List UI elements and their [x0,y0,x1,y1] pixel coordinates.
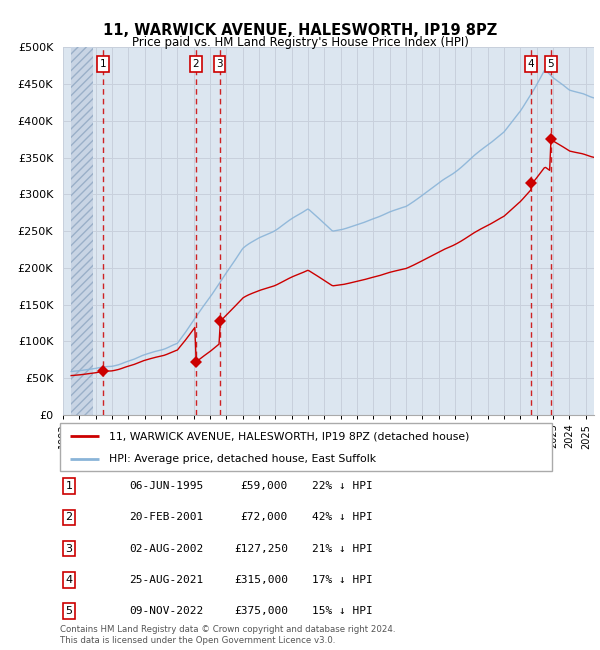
Text: Contains HM Land Registry data © Crown copyright and database right 2024.
This d: Contains HM Land Registry data © Crown c… [60,625,395,645]
Text: 5: 5 [547,59,554,69]
Text: 06-JUN-1995: 06-JUN-1995 [129,481,203,491]
Text: 1: 1 [100,59,106,69]
Text: 3: 3 [216,59,223,69]
Text: 17% ↓ HPI: 17% ↓ HPI [312,575,373,585]
Text: 25-AUG-2021: 25-AUG-2021 [129,575,203,585]
Text: 11, WARWICK AVENUE, HALESWORTH, IP19 8PZ (detached house): 11, WARWICK AVENUE, HALESWORTH, IP19 8PZ… [109,431,470,441]
Text: £375,000: £375,000 [234,606,288,616]
Text: 5: 5 [65,606,73,616]
Text: £315,000: £315,000 [234,575,288,585]
Text: 4: 4 [528,59,535,69]
Text: 20-FEB-2001: 20-FEB-2001 [129,512,203,523]
Text: 2: 2 [65,512,73,523]
Text: Price paid vs. HM Land Registry's House Price Index (HPI): Price paid vs. HM Land Registry's House … [131,36,469,49]
Text: 02-AUG-2002: 02-AUG-2002 [129,543,203,554]
FancyBboxPatch shape [60,422,552,471]
Text: 3: 3 [65,543,73,554]
Text: £127,250: £127,250 [234,543,288,554]
Text: 09-NOV-2022: 09-NOV-2022 [129,606,203,616]
Text: 15% ↓ HPI: 15% ↓ HPI [312,606,373,616]
Text: £72,000: £72,000 [241,512,288,523]
Text: 4: 4 [65,575,73,585]
Bar [71,47,93,415]
Text: £59,000: £59,000 [241,481,288,491]
Text: 2: 2 [193,59,199,69]
Text: 21% ↓ HPI: 21% ↓ HPI [312,543,373,554]
Text: 42% ↓ HPI: 42% ↓ HPI [312,512,373,523]
Text: 22% ↓ HPI: 22% ↓ HPI [312,481,373,491]
Text: 1: 1 [65,481,73,491]
Text: HPI: Average price, detached house, East Suffolk: HPI: Average price, detached house, East… [109,454,376,464]
Text: 11, WARWICK AVENUE, HALESWORTH, IP19 8PZ: 11, WARWICK AVENUE, HALESWORTH, IP19 8PZ [103,23,497,38]
